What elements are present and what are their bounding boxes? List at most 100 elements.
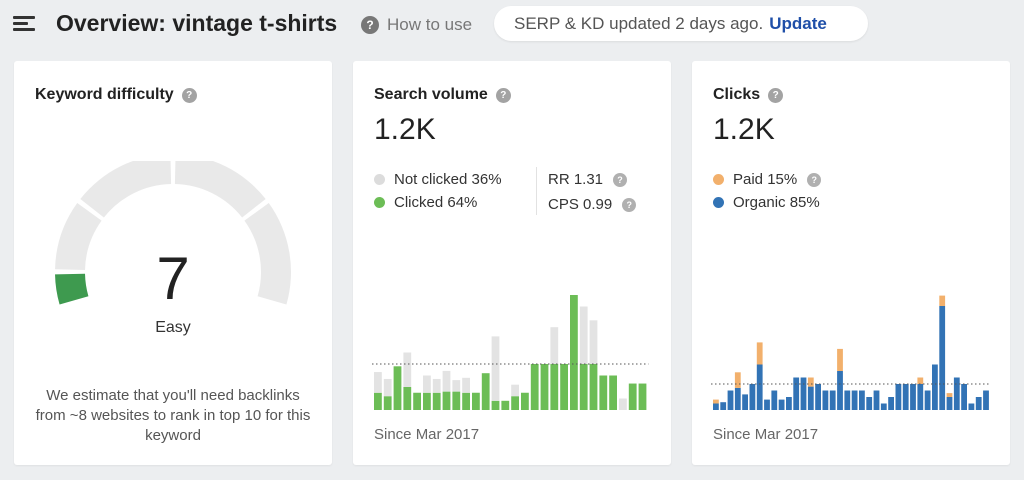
clicks-since-label: Since Mar 2017 xyxy=(713,426,819,443)
bar-clicked xyxy=(403,387,412,410)
divider xyxy=(536,167,537,215)
bar-not-clicked xyxy=(619,398,627,410)
bar-organic xyxy=(968,403,975,410)
rr-label: RR 1.31 xyxy=(548,171,604,188)
bar-organic xyxy=(946,397,953,410)
bar-organic xyxy=(924,390,931,410)
clicks-title: Clicks xyxy=(713,86,761,103)
bar-clicked xyxy=(638,383,647,410)
bar-not-clicked xyxy=(550,327,559,364)
bar-not-clicked xyxy=(423,375,431,393)
clicks-legend: Paid 15% ? Organic 85% xyxy=(713,168,822,214)
paid-help-icon[interactable]: ? xyxy=(807,172,822,187)
gauge-segment xyxy=(80,161,172,218)
bar-organic xyxy=(771,390,778,410)
bar-organic xyxy=(734,387,741,410)
bar-organic xyxy=(851,390,858,410)
bar-not-clicked xyxy=(403,352,412,387)
clicks-chart xyxy=(711,295,991,410)
bar-paid xyxy=(734,372,741,388)
bar-organic xyxy=(786,397,792,410)
kd-score: 7 xyxy=(156,245,190,312)
cps-help-icon[interactable]: ? xyxy=(622,197,637,212)
page-title: Overview: vintage t-shirts xyxy=(56,10,338,36)
keyword-difficulty-card: Keyword difficulty ? 7 Easy We estimate … xyxy=(14,61,332,465)
update-link[interactable]: Update xyxy=(769,13,827,33)
kd-gauge xyxy=(55,161,291,305)
bar-organic xyxy=(727,390,734,410)
bar-paid xyxy=(807,377,814,387)
sv-legend: Not clicked 36% Clicked 64% xyxy=(374,168,502,214)
bar-not-clicked xyxy=(511,384,519,397)
bar-organic xyxy=(961,384,967,410)
bar-organic xyxy=(713,403,719,410)
cps-label: CPS 0.99 xyxy=(548,196,613,213)
bar-organic xyxy=(983,390,989,410)
bar-organic xyxy=(902,384,909,410)
legend-item-clicked: Clicked 64% xyxy=(374,191,502,214)
bar-not-clicked xyxy=(491,336,500,401)
gauge-segment xyxy=(244,203,291,305)
bar-clicked xyxy=(579,364,588,410)
legend-item-paid: Paid 15% ? xyxy=(713,168,822,191)
bar-not-clicked xyxy=(579,306,588,364)
bar-organic xyxy=(888,397,894,410)
question-mark-icon: ? xyxy=(361,16,379,34)
rr-help-icon[interactable]: ? xyxy=(613,172,628,187)
bar-organic xyxy=(837,371,843,410)
bar-organic xyxy=(953,377,960,410)
search-volume-chart xyxy=(372,295,649,410)
hamburger-menu-icon[interactable] xyxy=(13,14,35,32)
bar-clicked xyxy=(393,366,402,410)
top-bar: Overview: vintage t-shirts ? How to use … xyxy=(0,0,1024,52)
gauge-segment xyxy=(174,161,266,218)
bar-clicked xyxy=(472,392,480,410)
bar-clicked xyxy=(589,364,598,410)
bar-paid xyxy=(939,295,946,306)
legend-label: Not clicked 36% xyxy=(394,171,502,188)
how-to-use-link[interactable]: ? How to use xyxy=(361,15,472,35)
bar-not-clicked xyxy=(452,380,461,392)
bar-clicked xyxy=(628,383,637,410)
legend-label: Paid 15% xyxy=(733,171,798,188)
bar-organic xyxy=(807,386,814,410)
bar-organic xyxy=(917,384,924,410)
kd-help-icon[interactable]: ? xyxy=(181,87,197,103)
bar-clicked xyxy=(560,364,568,410)
bar-paid xyxy=(946,393,953,397)
legend-dot xyxy=(713,174,724,185)
bar-clicked xyxy=(550,364,559,410)
legend-dot xyxy=(374,174,385,185)
bar-organic xyxy=(895,384,902,410)
sv-since-label: Since Mar 2017 xyxy=(374,426,480,443)
bar-clicked xyxy=(530,364,539,410)
gauge-fill xyxy=(55,273,89,305)
serp-status-text: SERP & KD updated 2 days ago. xyxy=(514,13,764,33)
bar-organic xyxy=(822,390,829,410)
card-title: Keyword difficulty ? xyxy=(35,86,197,104)
bar-clicked xyxy=(481,373,490,410)
bar-not-clicked xyxy=(432,378,441,393)
bar-paid xyxy=(713,399,719,404)
bar-organic xyxy=(866,397,873,410)
rr-metric: RR 1.31 ? xyxy=(548,167,636,192)
clicks-card: Clicks ? 1.2K Paid 15% ? Organic 85% Sin… xyxy=(692,61,1010,465)
sv-help-icon[interactable]: ? xyxy=(495,87,511,103)
bar-clicked xyxy=(452,391,461,410)
sv-value: 1.2K xyxy=(374,113,436,146)
bar-not-clicked xyxy=(374,372,382,393)
bar-organic xyxy=(720,402,727,410)
bar-clicked xyxy=(570,295,578,410)
legend-label: Clicked 64% xyxy=(394,194,478,211)
bar-organic xyxy=(800,377,807,410)
kd-title: Keyword difficulty xyxy=(35,86,174,103)
bar-organic xyxy=(829,390,836,410)
bar-clicked xyxy=(540,364,549,410)
bar-organic xyxy=(859,390,865,410)
clicks-help-icon[interactable]: ? xyxy=(768,87,784,103)
bar-clicked xyxy=(501,400,510,410)
bar-clicked xyxy=(374,392,382,410)
how-to-use-label: How to use xyxy=(387,15,473,34)
sv-title: Search volume xyxy=(374,86,488,103)
sv-metrics: RR 1.31 ? CPS 0.99 ? xyxy=(548,167,637,217)
